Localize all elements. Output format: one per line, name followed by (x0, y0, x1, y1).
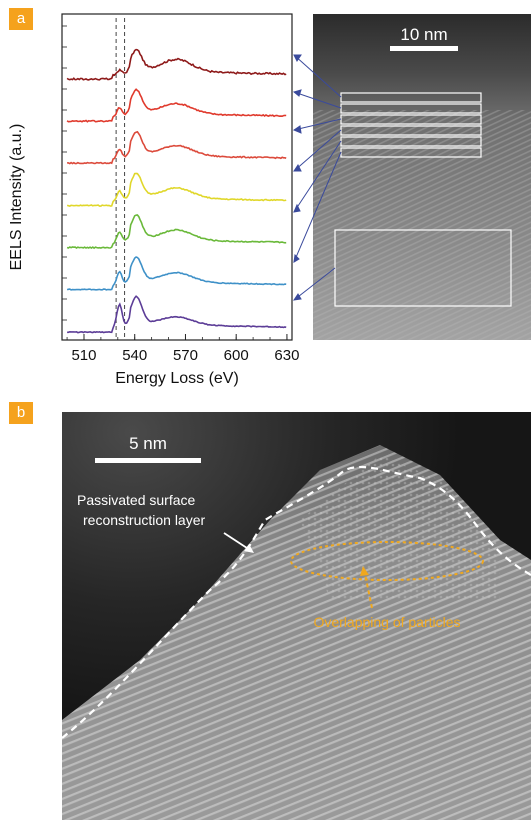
stem-image-a: 10 nm (292, 14, 531, 340)
spectrum-line (66, 88, 287, 123)
roi-arrows (292, 54, 342, 301)
surface-pointer-arrow (223, 532, 254, 553)
spectrum-line (66, 172, 287, 207)
panel-b-label: b (9, 402, 33, 424)
spectrum-line (66, 214, 287, 250)
x-tick-label: 630 (274, 347, 299, 364)
x-tick-label: 600 (224, 347, 249, 364)
surface-layer-boundary (61, 465, 531, 739)
x-tick-label: 540 (122, 347, 147, 364)
panel-a-label: a (9, 8, 33, 30)
axis-ticks (62, 25, 288, 340)
x-tick-label: 570 (173, 347, 198, 364)
spectrum-line (67, 295, 287, 334)
x-tick-label: 510 (71, 347, 96, 364)
annotation-overlap: Overlapping of particles (313, 614, 460, 630)
scale-bar-a-label: 10 nm (400, 25, 447, 44)
overlap-region (290, 541, 484, 581)
plot-frame (61, 13, 293, 341)
reference-lines (115, 18, 126, 340)
annotation-surface-line2: reconstruction layer (83, 512, 206, 528)
annotation-surface-line1: Passivated surface (77, 492, 195, 508)
spectra-series (66, 48, 287, 334)
scale-bar-b (95, 458, 201, 463)
spectrum-line (66, 256, 287, 291)
x-axis-label: Energy Loss (eV) (115, 370, 239, 387)
overlap-pointer-arrow (360, 566, 373, 609)
spectrum-line (67, 130, 287, 165)
scale-bar-b-label: 5 nm (129, 434, 167, 453)
spectrum-line (66, 48, 287, 81)
x-tick-labels: 510 540 570 600 630 (71, 347, 299, 364)
scale-bar-a (390, 46, 458, 51)
eels-spectra-chart: 510 540 570 600 630 (61, 13, 299, 364)
